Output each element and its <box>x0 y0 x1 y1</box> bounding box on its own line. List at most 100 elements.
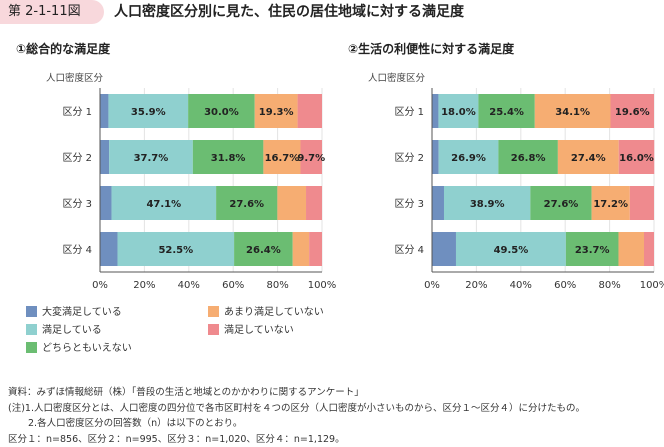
data-label: 25.4% <box>489 107 524 118</box>
data-label: 26.9% <box>451 153 486 164</box>
x-tick-label: 60% <box>554 280 576 291</box>
data-label: 18.0% <box>441 107 476 118</box>
data-label: 16.0% <box>619 153 654 164</box>
legend-label: あまり満足していない <box>224 307 324 318</box>
bar-segment-neutral <box>478 94 535 128</box>
legend-label: 満足していない <box>224 325 294 336</box>
chart-1-y-axis-caption: 人口密度区分 <box>46 73 104 84</box>
x-tick-label: 100% <box>640 280 664 291</box>
bar-segment-not_satisfied <box>306 186 322 220</box>
figure-title: 人口密度区分別に見た、住民の居住地域に対する満足度 <box>114 4 464 20</box>
data-label: 27.6% <box>229 199 264 210</box>
bar-segment-neutral <box>530 186 592 220</box>
category-label: 区分 3 <box>62 198 92 210</box>
x-tick-label: 80% <box>598 280 620 291</box>
note-source: 資料：みずほ情報総研（株）「普段の生活と地域とのかかわりに関するアンケート」 <box>8 387 364 398</box>
bar-segment-not_very <box>591 186 630 220</box>
bar-segment-not_very <box>263 140 301 174</box>
bar-segment-not_satisfied <box>610 94 654 128</box>
x-tick-label: 0% <box>92 280 108 291</box>
data-label: 31.8% <box>211 153 246 164</box>
bar-segment-very_satisfied <box>100 140 110 174</box>
category-label: 区分 1 <box>62 106 92 118</box>
legend-swatch <box>208 323 219 335</box>
bar-segment-not_very <box>292 232 310 266</box>
data-label: 52.5% <box>158 245 193 256</box>
bar-segment-not_satisfied <box>309 232 322 266</box>
data-label: 19.6% <box>615 107 650 118</box>
note-1: (注)1.人口密度区分とは、人口密度の四分位で各市区町村を４つの区分（人口密度が… <box>8 402 585 414</box>
bar-segment-very_satisfied <box>432 94 439 128</box>
legend-swatch <box>26 323 37 335</box>
chart-2-title: ②生活の利便性に対する満足度 <box>348 42 515 56</box>
category-label: 区分 1 <box>394 106 424 118</box>
legend-label: 大変満足している <box>42 307 122 318</box>
bar-segment-neutral <box>498 140 558 174</box>
data-label: 49.5% <box>494 245 529 256</box>
bar-segment-neutral <box>234 232 293 266</box>
legend-item-not-satisfied: 満足していない <box>208 323 294 338</box>
x-tick-label: 80% <box>266 280 288 291</box>
bar-segment-not_very <box>618 232 645 266</box>
x-tick-label: 20% <box>133 280 155 291</box>
chart-2-svg: 区分 1 18.0% 25.4% 34.1% 19.6% 区分 2 26.9% 26.8% 27… <box>394 88 664 291</box>
x-tick-label: 40% <box>178 280 200 291</box>
data-label: 38.9% <box>470 199 505 210</box>
bar-segment-very_satisfied <box>100 186 112 220</box>
legend-swatch <box>208 305 219 317</box>
bar-segment-not_satisfied <box>300 140 322 174</box>
x-tick-label: 20% <box>465 280 487 291</box>
data-label: 47.1% <box>146 199 181 210</box>
data-label: 35.9% <box>131 107 166 118</box>
category-label: 区分 2 <box>394 152 424 164</box>
data-label: 26.4% <box>246 245 281 256</box>
legend-item-neutral: どちらともいえない <box>26 341 132 356</box>
data-label: 9.7% <box>297 153 325 164</box>
figure-header: 第 2-1-11図 人口密度区分別に見た、住民の居住地域に対する満足度 <box>0 0 664 24</box>
bar-segment-satisfied <box>108 94 189 128</box>
bar-segment-very_satisfied <box>100 232 118 266</box>
x-tick-label: 60% <box>222 280 244 291</box>
bar-segment-satisfied <box>117 232 235 266</box>
category-label: 区分 4 <box>394 244 424 256</box>
x-tick-label: 100% <box>308 280 337 291</box>
bar-segment-not_very <box>277 186 307 220</box>
bar-segment-very_satisfied <box>100 94 109 128</box>
bar-segment-satisfied <box>455 232 566 266</box>
bar-segment-satisfied <box>111 186 217 220</box>
legend-swatch <box>26 305 37 317</box>
source-notes: 資料：みずほ情報総研（株）「普段の生活と地域とのかかわりに関するアンケート」 (… <box>8 385 585 447</box>
note-3: 区分１：n=856、区分２：n=995、区分３：n=1,020、区分４：n=1,… <box>8 433 345 445</box>
note-2: 2.各人口密度区分の回答数（n）は以下のとおり。 <box>28 418 243 429</box>
bar-segment-not_satisfied <box>644 232 654 266</box>
data-label: 34.1% <box>555 107 590 118</box>
legend-label: 満足している <box>42 325 102 336</box>
bar-segment-very_satisfied <box>432 232 456 266</box>
chart-1-svg: 区分 1 35.9% 30.0% 19.3% 区分 2 37.7% 31.8% 16.7%9.… <box>62 88 336 291</box>
x-tick-label: 0% <box>424 280 440 291</box>
bar-segment-satisfied <box>443 186 531 220</box>
bar-segment-neutral <box>192 140 264 174</box>
bar-segment-satisfied <box>438 94 479 128</box>
bar-segment-neutral <box>216 186 278 220</box>
chart-1-title: ①総合的な満足度 <box>16 42 111 56</box>
legend-swatch <box>26 341 37 353</box>
bar-segment-neutral <box>565 232 619 266</box>
legend-item-satisfied: 満足している <box>26 323 102 338</box>
data-label: 30.0% <box>204 107 239 118</box>
bar-segment-not_satisfied <box>618 140 655 174</box>
category-label: 区分 2 <box>62 152 92 164</box>
bar-segment-very_satisfied <box>432 140 439 174</box>
data-label: 23.7% <box>575 245 610 256</box>
bar-segment-satisfied <box>109 140 193 174</box>
data-label: 27.6% <box>544 199 579 210</box>
category-label: 区分 4 <box>62 244 92 256</box>
bar-segment-very_satisfied <box>432 186 444 220</box>
bar-segment-not_satisfied <box>629 186 654 220</box>
data-label: 26.8% <box>511 153 546 164</box>
x-tick-label: 40% <box>510 280 532 291</box>
figure-number-badge: 第 2-1-11図 <box>0 0 104 24</box>
category-label: 区分 3 <box>394 198 424 210</box>
data-label: 17.2% <box>593 199 628 210</box>
chart-2-y-axis-caption: 人口密度区分 <box>368 73 426 84</box>
